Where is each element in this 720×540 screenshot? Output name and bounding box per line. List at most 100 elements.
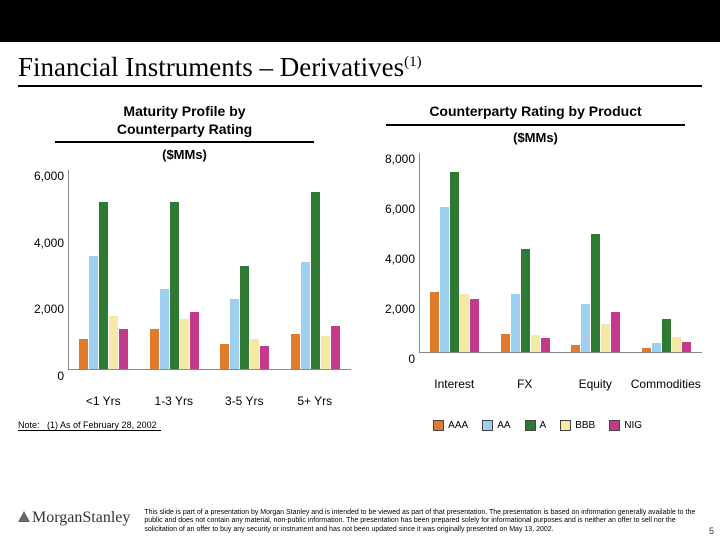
title-text: Financial Instruments – Derivatives: [18, 52, 404, 82]
legend: AAAAAABBBNIG: [433, 420, 702, 431]
bar: [321, 336, 330, 369]
x-label: 3-5 Yrs: [209, 394, 280, 408]
note-prefix-text: Note:: [18, 420, 40, 430]
bar: [531, 335, 540, 351]
title-wrap: Financial Instruments – Derivatives(1): [0, 42, 720, 103]
bar: [99, 202, 108, 369]
bar: [119, 329, 128, 369]
charts-row: Maturity Profile by Counterparty Rating …: [0, 103, 720, 408]
bar: [601, 324, 610, 352]
bar: [662, 319, 671, 352]
y-tick-label: 2,000: [385, 302, 415, 316]
panel-product: Counterparty Rating by Product ($MMs) 0 2…: [369, 103, 702, 408]
logo: MorganStanley: [18, 509, 130, 527]
bar: [591, 234, 600, 352]
bar: [460, 294, 469, 352]
bar: [511, 294, 520, 352]
y-tick-label: 6,000: [34, 169, 64, 183]
bar: [642, 348, 651, 352]
bar: [180, 319, 189, 369]
bar: [682, 342, 691, 352]
panel-left-title: Maturity Profile by Counterparty Rating: [18, 103, 351, 138]
bar-group: [501, 249, 550, 352]
x-labels-left: <1 Yrs1-3 Yrs3-5 Yrs5+ Yrs: [18, 394, 351, 408]
bar: [581, 304, 590, 352]
bar: [652, 343, 661, 352]
bar: [450, 172, 459, 352]
plot-left: [68, 170, 351, 370]
bar: [89, 256, 98, 369]
logo-triangle-icon: [18, 511, 30, 522]
legend-label: AA: [497, 420, 510, 431]
y-tick-label: 2,000: [34, 302, 64, 316]
y-tick-label: 6,000: [385, 202, 415, 216]
note-prefix: Note: (1) As of February 28, 2002: [18, 420, 161, 431]
note-row: Note: (1) As of February 28, 2002 AAAAAA…: [0, 408, 720, 435]
y-axis-left: 02,0004,0006,000: [18, 170, 68, 390]
bar: [240, 266, 249, 369]
bar: [250, 339, 259, 369]
bar: [541, 338, 550, 352]
bar: [331, 326, 340, 369]
panel-left-sub: ($MMs): [18, 147, 351, 162]
legend-swatch: [560, 420, 571, 431]
page-number: 5: [709, 526, 714, 536]
x-label: Interest: [419, 377, 490, 391]
y-tick-label: 0: [408, 352, 415, 366]
bar: [220, 344, 229, 369]
panel-right-title-line1: Counterparty Rating by Product: [429, 103, 641, 119]
footer-row: MorganStanley This slide is part of a pr…: [18, 509, 702, 534]
title-sup: (1): [404, 54, 422, 70]
panel-right-sub: ($MMs): [369, 130, 702, 145]
y-axis-right: 02,0004,0006,0008,000: [369, 153, 419, 373]
bar: [79, 339, 88, 369]
bar-group: [79, 202, 128, 369]
x-label: 5+ Yrs: [280, 394, 351, 408]
legend-label: A: [540, 420, 547, 431]
x-labels-right: InterestFXEquityCommodities: [369, 377, 702, 391]
top-black-bar: [0, 0, 720, 42]
bar: [611, 312, 620, 352]
bar: [260, 346, 269, 369]
bar: [230, 299, 239, 369]
bar-group: [150, 202, 199, 369]
x-label: Commodities: [631, 377, 702, 391]
legend-item: NIG: [609, 420, 642, 431]
legend-item: AAA: [433, 420, 468, 431]
y-tick-label: 4,000: [34, 236, 64, 250]
legend-label: AAA: [448, 420, 468, 431]
chart-right: 02,0004,0006,0008,000: [369, 153, 702, 373]
bar: [150, 329, 159, 369]
bar-group: [642, 319, 691, 352]
x-label: 1-3 Yrs: [139, 394, 210, 408]
bar: [190, 312, 199, 369]
plot-right: [419, 153, 702, 353]
legend-swatch: [433, 420, 444, 431]
legend-item: BBB: [560, 420, 595, 431]
bar: [109, 316, 118, 369]
bar-group: [571, 234, 620, 352]
legend-item: A: [525, 420, 547, 431]
bar: [430, 292, 439, 352]
bar: [291, 334, 300, 369]
panel-right-title: Counterparty Rating by Product: [369, 103, 702, 121]
legend-label: BBB: [575, 420, 595, 431]
bar: [571, 345, 580, 351]
bar: [470, 299, 479, 352]
x-label: FX: [490, 377, 561, 391]
legend-swatch: [525, 420, 536, 431]
bar: [521, 249, 530, 352]
panel-left-title-line2: Counterparty Rating: [117, 121, 252, 137]
title-separator: [18, 85, 702, 87]
y-tick-label: 8,000: [385, 152, 415, 166]
bar: [301, 262, 310, 369]
bar: [672, 337, 681, 352]
bar-group: [220, 266, 269, 369]
bar: [501, 334, 510, 352]
logo-text: MorganStanley: [32, 509, 130, 526]
bar: [160, 289, 169, 369]
bar-group: [291, 192, 340, 369]
bar-group: [430, 172, 479, 352]
legend-label: NIG: [624, 420, 642, 431]
legend-swatch: [482, 420, 493, 431]
